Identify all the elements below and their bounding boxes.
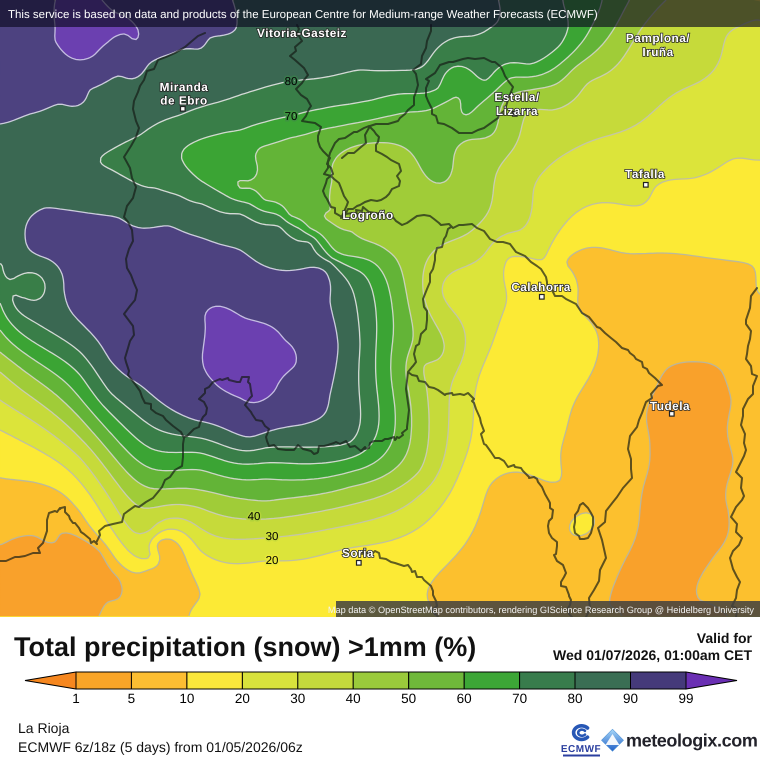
svg-text:20: 20: [266, 555, 279, 567]
svg-text:de Ebro: de Ebro: [160, 94, 207, 108]
svg-text:Valid for: Valid for: [697, 630, 753, 646]
svg-text:10: 10: [179, 691, 194, 706]
svg-text:Estella/: Estella/: [494, 90, 540, 104]
svg-text:Wed 01/07/2026, 01:00am CET: Wed 01/07/2026, 01:00am CET: [553, 647, 752, 663]
svg-text:Vitoria-Gasteiz: Vitoria-Gasteiz: [257, 26, 347, 40]
svg-text:meteologix.com: meteologix.com: [626, 731, 757, 751]
svg-text:40: 40: [248, 511, 261, 523]
svg-text:20: 20: [235, 691, 250, 706]
svg-text:80: 80: [285, 76, 298, 88]
svg-text:This service is based on data: This service is based on data and produc…: [8, 9, 598, 21]
svg-text:Tafalla: Tafalla: [625, 167, 665, 181]
svg-text:30: 30: [290, 691, 305, 706]
svg-text:Map data © OpenStreetMap contr: Map data © OpenStreetMap contributors, r…: [328, 605, 755, 615]
svg-text:30: 30: [266, 531, 279, 543]
svg-text:Tudela: Tudela: [650, 399, 690, 413]
svg-text:ECMWF: ECMWF: [561, 744, 601, 755]
svg-text:60: 60: [457, 691, 472, 706]
svg-text:90: 90: [623, 691, 638, 706]
svg-text:Miranda: Miranda: [160, 80, 209, 94]
svg-text:Lizarra: Lizarra: [496, 104, 538, 118]
svg-text:1: 1: [72, 691, 80, 706]
svg-text:Calahorra: Calahorra: [511, 280, 571, 294]
svg-text:5: 5: [128, 691, 136, 706]
svg-text:70: 70: [512, 691, 527, 706]
svg-text:80: 80: [567, 691, 582, 706]
svg-text:Pamplona/: Pamplona/: [626, 31, 690, 45]
svg-text:99: 99: [678, 691, 693, 706]
svg-text:ECMWF 6z/18z (5 days) from 01/: ECMWF 6z/18z (5 days) from 01/05/2026/06…: [18, 739, 303, 755]
svg-text:40: 40: [346, 691, 361, 706]
svg-text:50: 50: [401, 691, 416, 706]
svg-text:Soria: Soria: [342, 546, 374, 560]
svg-text:Iruña: Iruña: [642, 45, 673, 59]
svg-text:La Rioja: La Rioja: [18, 720, 70, 736]
svg-text:70: 70: [285, 111, 298, 123]
svg-text:Total precipitation (snow) >1m: Total precipitation (snow) >1mm (%): [14, 632, 476, 662]
svg-text:Logroño: Logroño: [342, 208, 393, 222]
